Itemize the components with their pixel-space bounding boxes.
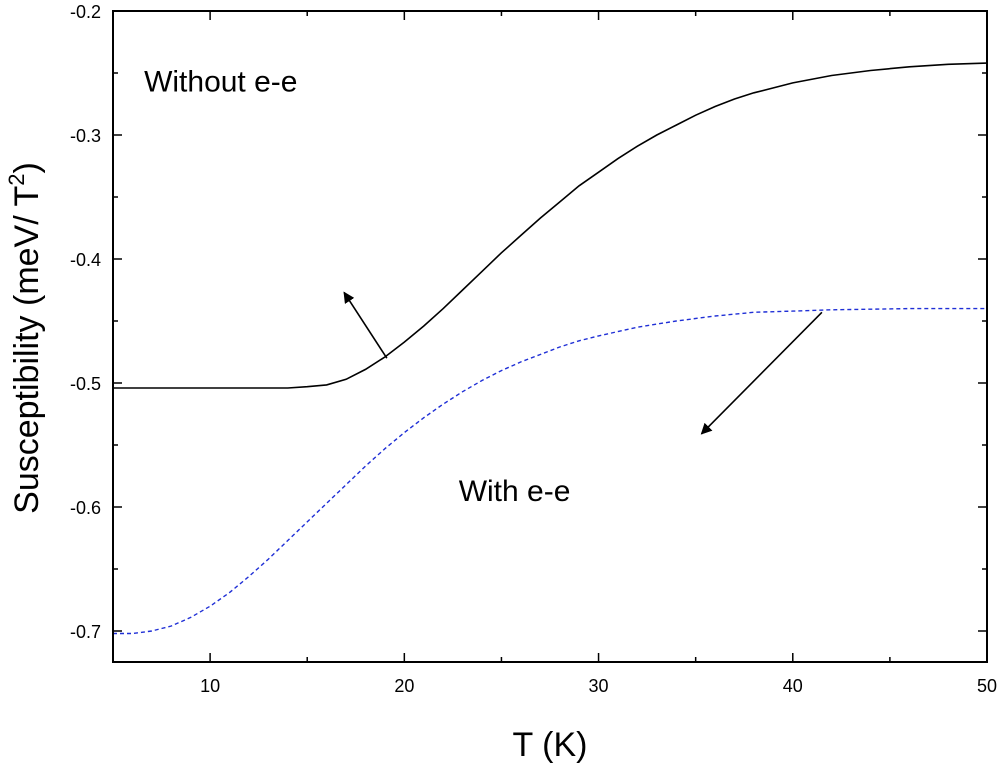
y-axis-label-superscript: 2 [4, 173, 29, 185]
y-tick-label: -0.3 [70, 126, 101, 146]
x-tick-label: 40 [783, 676, 803, 696]
y-axis-label-suffix: ) [8, 162, 46, 173]
x-tick-label: 50 [977, 676, 997, 696]
y-tick-label: -0.5 [70, 374, 101, 394]
annotation-arrow-2 [700, 311, 823, 435]
x-tick-label: 20 [394, 676, 414, 696]
y-tick-label: -0.6 [70, 498, 101, 518]
y-tick-label: -0.2 [70, 2, 101, 22]
annotation-arrow-1 [343, 291, 388, 359]
x-tick-label: 30 [589, 676, 609, 696]
x-axis-label: T (K) [513, 726, 588, 764]
y-tick-label: -0.7 [70, 622, 101, 642]
x-tick-label: 10 [200, 676, 220, 696]
y-axis-label: Susceptibility (meV/ T2) [4, 162, 46, 514]
annotation-label-2: With e-e [459, 475, 571, 508]
y-axis-label-main: Susceptibility (meV/ T [8, 186, 46, 514]
plot-area: 10 20 30 40 50 -0.7 -0.6 -0.5 -0.4 -0.3 -0.2 Withou… [70, 2, 997, 696]
annotation-label-1: Without e-e [144, 66, 297, 99]
series-line-2 [113, 307, 987, 635]
series-line-1 [113, 62, 988, 389]
plot-frame [112, 10, 988, 663]
y-tick-label: -0.4 [70, 250, 101, 270]
